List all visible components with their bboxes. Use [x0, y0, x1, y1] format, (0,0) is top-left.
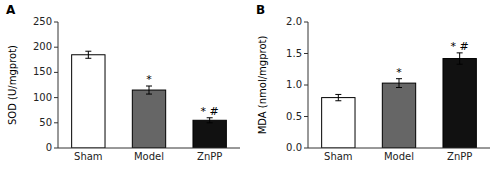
bar: [443, 59, 476, 148]
y-axis: [58, 22, 59, 148]
y-tick: [54, 72, 58, 73]
plot-area: [322, 53, 477, 148]
y-axis: [308, 22, 309, 148]
plot-area: [72, 51, 227, 148]
y-tick-label: 0.0: [286, 142, 302, 153]
y-tick-label: 50: [39, 117, 52, 128]
bar: [193, 120, 226, 148]
y-tick: [304, 53, 308, 54]
error-bar: [207, 118, 213, 123]
panel: A SOD (U/mgprot) 0 50 100 150 200 250 Sham Model Z…: [6, 3, 240, 162]
y-axis-label: SOD (U/mgprot): [7, 45, 18, 125]
y-tick: [304, 116, 308, 117]
y-tick: [54, 148, 58, 149]
error-bar: [457, 53, 463, 64]
error-bar: [85, 51, 91, 58]
y-tick: [54, 22, 58, 23]
annotation: * #: [201, 105, 219, 118]
y-tick-label: 200: [33, 41, 52, 52]
y-tick-label: 100: [33, 92, 52, 103]
bar: [322, 98, 355, 148]
y-tick-label: 1.0: [286, 79, 302, 90]
annotation: *: [396, 66, 402, 79]
bar: [72, 55, 105, 148]
y-tick-label: 150: [33, 66, 52, 77]
y-tick: [54, 122, 58, 123]
x-axis: [58, 148, 240, 149]
panel: B MDA (nmol/mgprot) 0.0 0.5 1.0 1.5 2.0 Sham Mod…: [256, 3, 490, 162]
bar: [132, 90, 165, 148]
figure: A SOD (U/mgprot) 0 50 100 150 200 250 Sham Model Z…: [0, 0, 500, 176]
y-tick-label: 0: [46, 142, 52, 153]
y-tick: [54, 47, 58, 48]
panel-label: A: [6, 3, 16, 17]
panel-label: B: [256, 3, 265, 17]
annotation: *: [146, 73, 152, 86]
y-tick-label: 2.0: [286, 16, 302, 27]
x-tick-label: Sham: [74, 151, 103, 162]
x-tick-label: ZnPP: [447, 151, 472, 162]
x-tick-label: Sham: [324, 151, 353, 162]
background: [0, 0, 500, 176]
y-tick-label: 1.5: [286, 48, 302, 59]
error-bar: [396, 79, 402, 88]
bar: [382, 83, 415, 148]
x-tick-label: Model: [134, 151, 164, 162]
y-tick: [304, 22, 308, 23]
y-axis-label: MDA (nmol/mgprot): [257, 36, 268, 135]
y-tick-label: 250: [33, 16, 52, 27]
y-tick-label: 0.5: [286, 111, 302, 122]
y-tick: [54, 97, 58, 98]
x-axis: [308, 148, 490, 149]
x-tick-label: ZnPP: [197, 151, 222, 162]
y-tick: [304, 148, 308, 149]
annotation: * #: [451, 40, 469, 53]
error-bar: [146, 86, 152, 94]
error-bar: [335, 94, 341, 100]
x-tick-label: Model: [384, 151, 414, 162]
y-tick: [304, 85, 308, 86]
